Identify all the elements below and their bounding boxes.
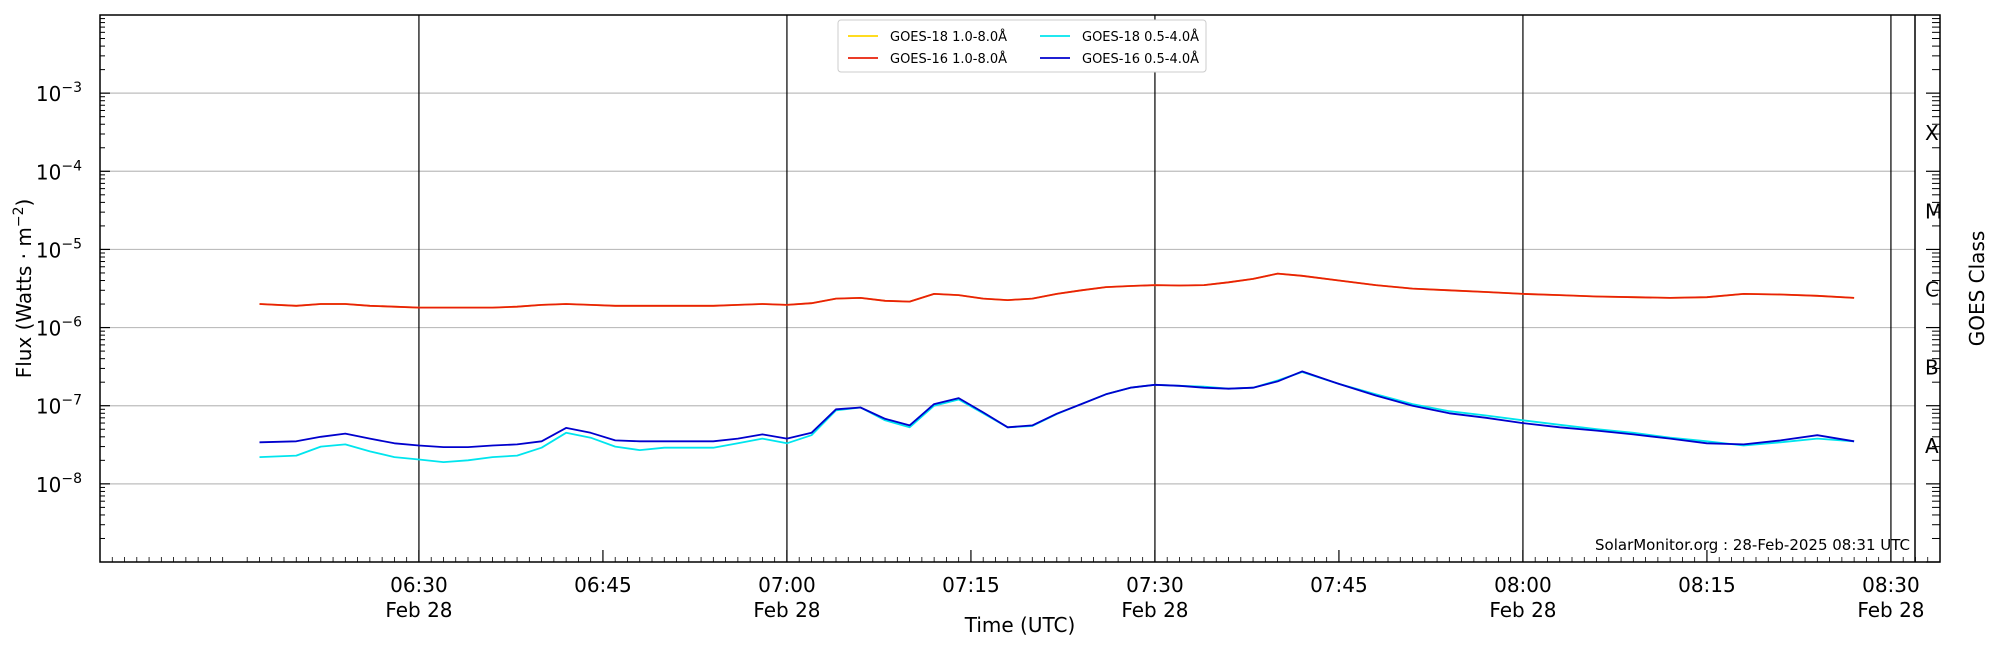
legend: GOES-18 1.0-8.0Å GOES-16 1.0-8.0Å GOES-18 … — [837, 19, 1207, 73]
y-tick-label: 10−4 — [36, 158, 82, 184]
y-tick-label: 10−7 — [36, 393, 82, 419]
x-tick-label: 07:15 — [942, 573, 1000, 597]
legend-label: GOES-16 1.0-8.0Å — [890, 51, 1007, 67]
x-tick-label: 08:00 — [1494, 573, 1552, 597]
y-axis-title-close: ) — [12, 199, 36, 207]
goes-class-label: X — [1925, 121, 1939, 145]
series-line-4 — [259, 370, 1855, 449]
goes-class-label: B — [1925, 356, 1939, 380]
y-axis-title: Flux (Watts · m−2) — [11, 199, 36, 379]
goes-class-label: M — [1925, 199, 1942, 223]
series-line-2 — [259, 272, 1855, 309]
y-tick-label: 10−3 — [36, 80, 82, 106]
x-tick-date-label: Feb 28 — [1857, 598, 1924, 622]
x-tick-label: 07:45 — [1310, 573, 1368, 597]
y-axis-title-exponent: −2 — [11, 207, 27, 228]
legend-label: GOES-18 0.5-4.0Å — [1082, 29, 1199, 45]
x-tick-label: 07:30 — [1126, 573, 1184, 597]
grid-layer — [100, 92, 1915, 485]
vertical-lines-layer — [418, 15, 1892, 562]
goes-class-label: C — [1925, 278, 1939, 302]
x-tick-label: 06:45 — [574, 573, 632, 597]
x-tick-label: 08:15 — [1678, 573, 1736, 597]
x-axis-title: Time (UTC) — [964, 613, 1076, 637]
x-tick-label: 07:00 — [758, 573, 816, 597]
series-line-3 — [259, 371, 1855, 464]
x-tick-label: 06:30 — [390, 573, 448, 597]
series-layer — [259, 272, 1855, 464]
x-tick-label: 08:30 — [1862, 573, 1920, 597]
y-tick-label: 10−6 — [36, 315, 82, 341]
legend-label: GOES-18 1.0-8.0Å — [890, 29, 1007, 45]
y-tick-label: 10−8 — [36, 471, 82, 497]
credit-text: SolarMonitor.org : 28-Feb-2025 08:31 UTC — [1595, 536, 1910, 554]
x-tick-date-label: Feb 28 — [753, 598, 820, 622]
legend-box — [837, 19, 1207, 73]
x-tick-date-label: Feb 28 — [1121, 598, 1188, 622]
right-axis-title: GOES Class — [1965, 231, 1989, 347]
y-tick-label: 10−5 — [36, 236, 82, 262]
plot-frame — [99, 14, 1941, 563]
x-tick-date-label: Feb 28 — [1489, 598, 1556, 622]
legend-label: GOES-16 0.5-4.0Å — [1082, 51, 1199, 67]
goes-class-label: A — [1925, 434, 1939, 458]
x-tick-date-label: Feb 28 — [385, 598, 452, 622]
